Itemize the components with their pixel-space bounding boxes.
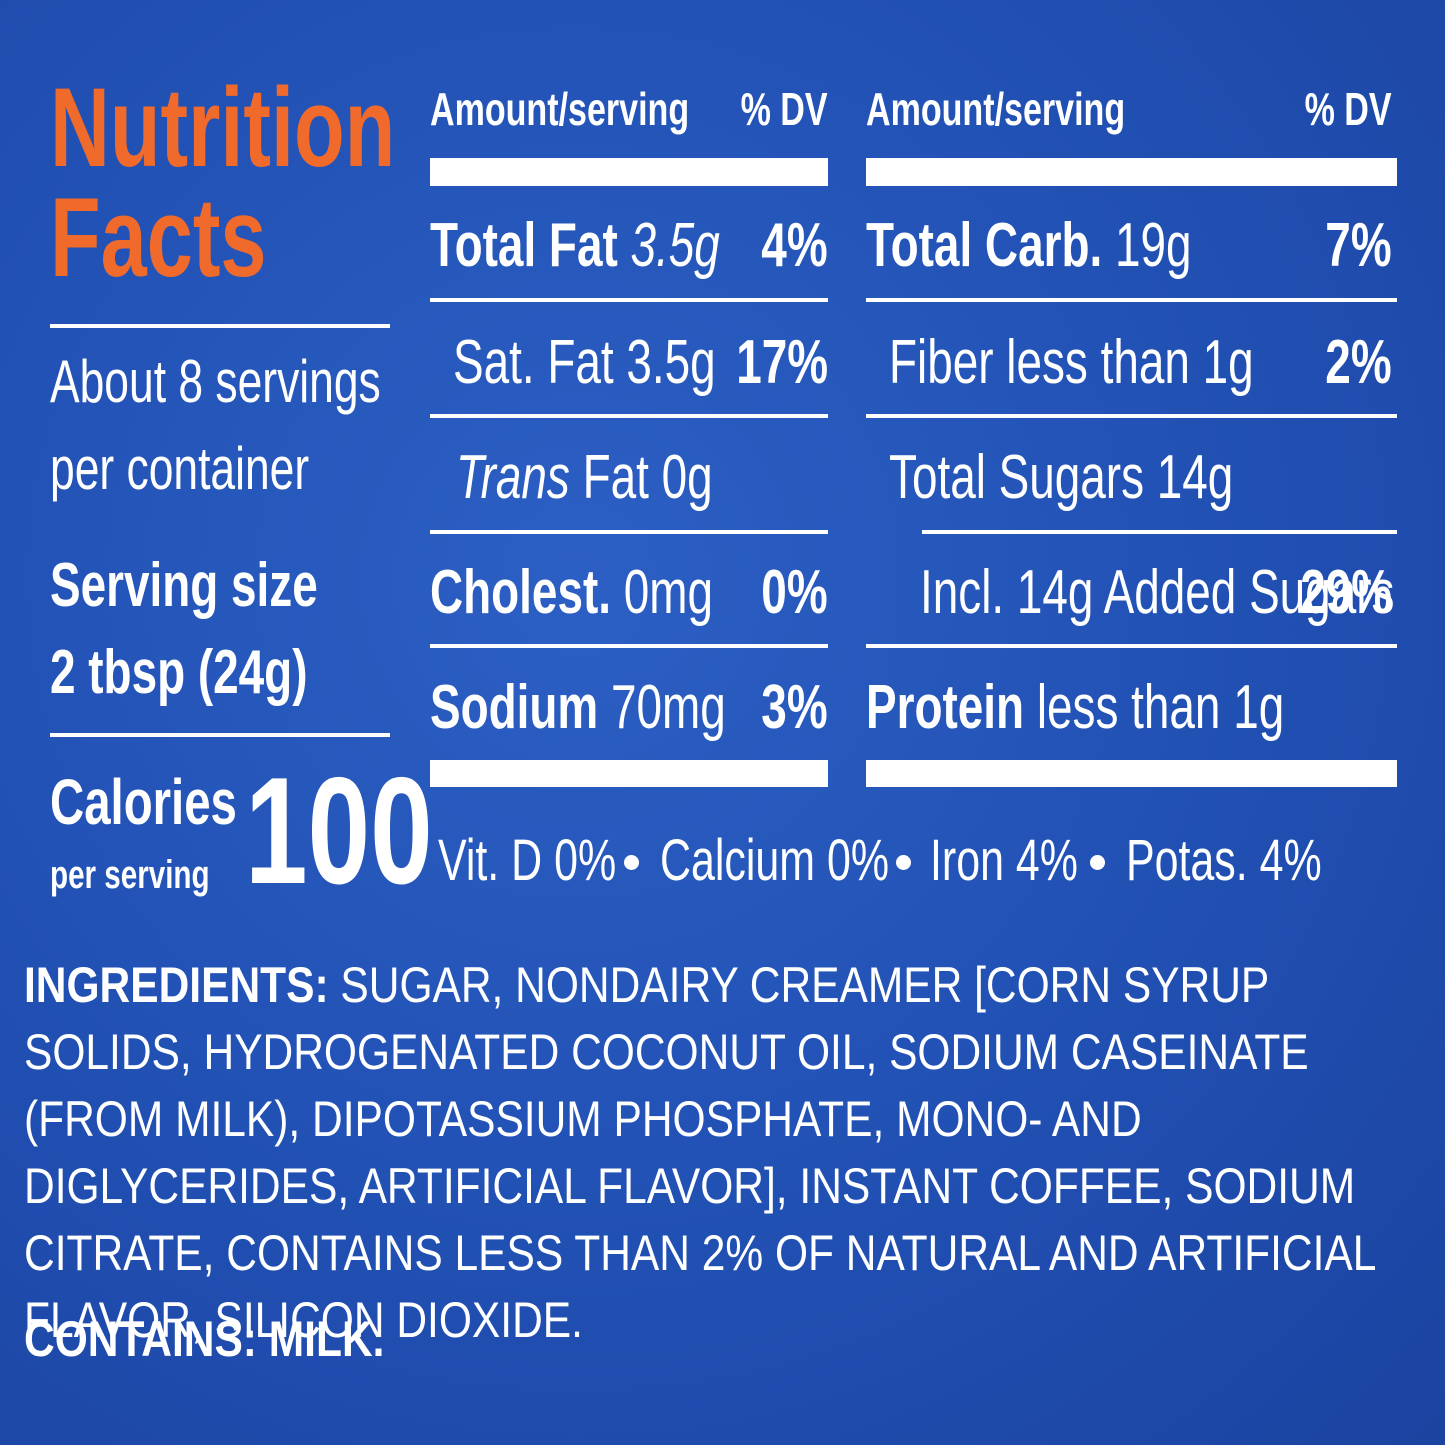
ingredients-label: INGREDIENTS:: [24, 957, 329, 1013]
nutrient-name-italic: Trans: [456, 443, 570, 512]
thick-rule: [866, 158, 1397, 186]
rule: [866, 298, 1397, 302]
nutrient-dv: 7%: [1325, 211, 1392, 280]
rule: [50, 733, 390, 737]
nutrient-amount: 19g: [1114, 211, 1192, 280]
rule: [866, 644, 1397, 648]
nutrient-name: Fat 0g: [582, 443, 713, 512]
dv-header: % DV: [1304, 83, 1392, 135]
thick-rule: [430, 158, 828, 186]
rule: [50, 324, 390, 328]
nutrient-amount: less than 1g: [1036, 673, 1285, 742]
rule: [922, 530, 1397, 534]
nutrient-name: Fiber less than 1g: [889, 328, 1254, 397]
contains-text: MILK.: [268, 1311, 385, 1367]
calories-value: 100: [245, 746, 433, 916]
contains: CONTAINS: MILK.: [24, 1310, 384, 1368]
serving-size-label: Serving size: [50, 551, 318, 620]
nutrient-dv: 2%: [1325, 328, 1392, 397]
nutrient: Cholest. 0mg: [430, 562, 713, 624]
nutrient-dv: 4%: [761, 211, 828, 280]
rule: [430, 298, 828, 302]
servings-text: per container: [50, 435, 310, 502]
nutrient-amount: 70mg: [610, 673, 726, 742]
rule: [430, 530, 828, 534]
nutrient: Trans Fat 0g: [456, 447, 713, 509]
ingredients-text: SUGAR, NONDAIRY CREAMER [CORN SYRUP SOLI…: [24, 957, 1375, 1348]
rule: [430, 644, 828, 648]
nutrient: Sodium 70mg: [430, 677, 726, 739]
bullet: [896, 855, 911, 870]
nutrient-name: Total Fat: [430, 211, 618, 280]
nutrient: Total Fat 3.5g: [430, 215, 720, 277]
nutrient: Protein less than 1g: [866, 677, 1284, 739]
nutrient-dv: 3%: [761, 673, 828, 742]
nutrient-name: Protein: [866, 673, 1025, 742]
nutrient-name: Incl. 14g Added Sugars: [920, 558, 1395, 627]
thick-rule: [866, 760, 1397, 787]
nutrient-dv: 29%: [1300, 558, 1392, 627]
amount-header: Amount/serving: [430, 83, 690, 135]
calories-label: Calories: [50, 766, 237, 838]
nutrient-name: Sodium: [430, 673, 599, 742]
serving-size-value: 2 tbsp (24g): [50, 638, 308, 707]
bullet: [624, 855, 639, 870]
nutrient-amount: 0mg: [623, 558, 714, 627]
nutrient-name: Total Sugars 14g: [889, 443, 1234, 512]
contains-label: CONTAINS:: [24, 1311, 257, 1367]
nutrient-dv: 17%: [736, 328, 828, 397]
amount-header: Amount/serving: [866, 83, 1126, 135]
nutrient: Total Carb. 19g: [866, 215, 1192, 277]
rule: [430, 414, 828, 418]
vitamin: Potas. 4%: [1126, 828, 1322, 893]
ingredients: INGREDIENTS: SUGAR, NONDAIRY CREAMER [CO…: [24, 952, 1425, 1354]
title: Nutrition: [50, 65, 396, 190]
bullet: [1090, 855, 1105, 870]
calories-sublabel: per serving: [50, 853, 210, 897]
rule: [866, 414, 1397, 418]
dv-header: % DV: [740, 83, 828, 135]
vitamin: Vit. D 0%: [438, 828, 617, 893]
vitamin: Calcium 0%: [660, 828, 889, 893]
thick-rule: [430, 760, 828, 787]
vitamin: Iron 4%: [930, 828, 1078, 893]
nutrient-amount: 3.5g: [630, 211, 720, 280]
nutrient-name: Cholest.: [430, 558, 611, 627]
title: Facts: [50, 175, 267, 300]
servings-text: About 8 servings: [50, 348, 381, 415]
nutrient-name: Total Carb.: [866, 211, 1103, 280]
nutrient-dv: 0%: [761, 558, 828, 627]
nutrient-name: Sat. Fat 3.5g: [453, 328, 716, 397]
